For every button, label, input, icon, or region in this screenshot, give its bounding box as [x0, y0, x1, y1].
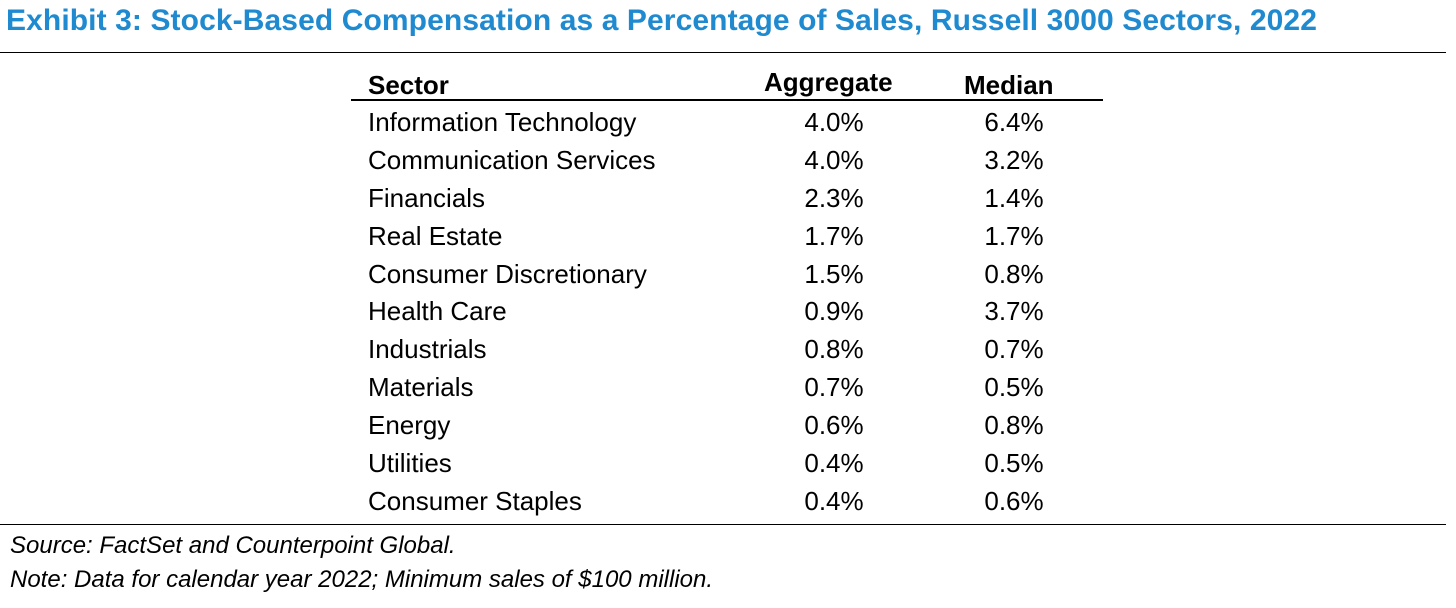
table-body: Information Technology 4.0% 6.4% Communi…	[0, 105, 1456, 522]
table-row: Consumer Discretionary 1.5% 0.8%	[0, 257, 1456, 295]
sector-cell: Financials	[368, 182, 486, 213]
median-cell: 0.5%	[984, 448, 1044, 479]
median-cell: 0.6%	[984, 485, 1044, 516]
sector-cell: Consumer Staples	[368, 485, 582, 516]
header-underline	[351, 99, 1103, 101]
header-aggregate: Aggregate	[764, 67, 893, 97]
sector-cell: Industrials	[368, 334, 487, 365]
top-divider	[0, 52, 1446, 53]
median-cell: 1.7%	[984, 220, 1044, 251]
table-row: Industrials 0.8% 0.7%	[0, 332, 1456, 370]
table-row: Materials 0.7% 0.5%	[0, 370, 1456, 408]
aggregate-cell: 4.0%	[804, 144, 864, 175]
table-row: Financials 2.3% 1.4%	[0, 181, 1456, 219]
table-row: Utilities 0.4% 0.5%	[0, 446, 1456, 484]
table-row: Communication Services 4.0% 3.2%	[0, 143, 1456, 181]
median-cell: 1.4%	[984, 182, 1044, 213]
header-sector: Sector	[368, 70, 449, 100]
exhibit-title: Exhibit 3: Stock-Based Compensation as a…	[6, 4, 1318, 37]
median-cell: 0.5%	[984, 372, 1044, 403]
aggregate-cell: 0.8%	[804, 334, 864, 365]
table-row: Information Technology 4.0% 6.4%	[0, 105, 1456, 143]
median-cell: 0.8%	[984, 258, 1044, 289]
aggregate-cell: 2.3%	[804, 182, 864, 213]
source-note: Source: FactSet and Counterpoint Global.	[10, 532, 456, 559]
sector-cell: Utilities	[368, 448, 452, 479]
sector-cell: Materials	[368, 372, 474, 403]
sector-cell: Consumer Discretionary	[368, 258, 647, 289]
table-row: Health Care 0.9% 3.7%	[0, 294, 1456, 332]
median-cell: 0.7%	[984, 334, 1044, 365]
sector-cell: Energy	[368, 410, 451, 441]
aggregate-cell: 0.9%	[804, 296, 864, 327]
aggregate-cell: 4.0%	[804, 107, 864, 137]
aggregate-cell: 1.5%	[804, 258, 864, 289]
header-median: Median	[964, 70, 1054, 100]
median-cell: 3.2%	[984, 144, 1044, 175]
sector-cell: Communication Services	[368, 144, 656, 175]
table-row: Real Estate 1.7% 1.7%	[0, 219, 1456, 257]
median-cell: 6.4%	[984, 107, 1044, 137]
aggregate-cell: 1.7%	[804, 220, 864, 251]
bottom-divider	[0, 524, 1446, 525]
sector-cell: Health Care	[368, 296, 507, 327]
aggregate-cell: 0.6%	[804, 410, 864, 441]
median-cell: 3.7%	[984, 296, 1044, 327]
aggregate-cell: 0.4%	[804, 485, 864, 516]
sector-cell: Real Estate	[368, 220, 503, 251]
data-note: Note: Data for calendar year 2022; Minim…	[10, 566, 714, 593]
aggregate-cell: 0.7%	[804, 372, 864, 403]
median-cell: 0.8%	[984, 410, 1044, 441]
aggregate-cell: 0.4%	[804, 448, 864, 479]
table-row: Consumer Staples 0.4% 0.6%	[0, 484, 1456, 522]
table-row: Energy 0.6% 0.8%	[0, 408, 1456, 446]
sector-cell: Information Technology	[368, 107, 637, 137]
